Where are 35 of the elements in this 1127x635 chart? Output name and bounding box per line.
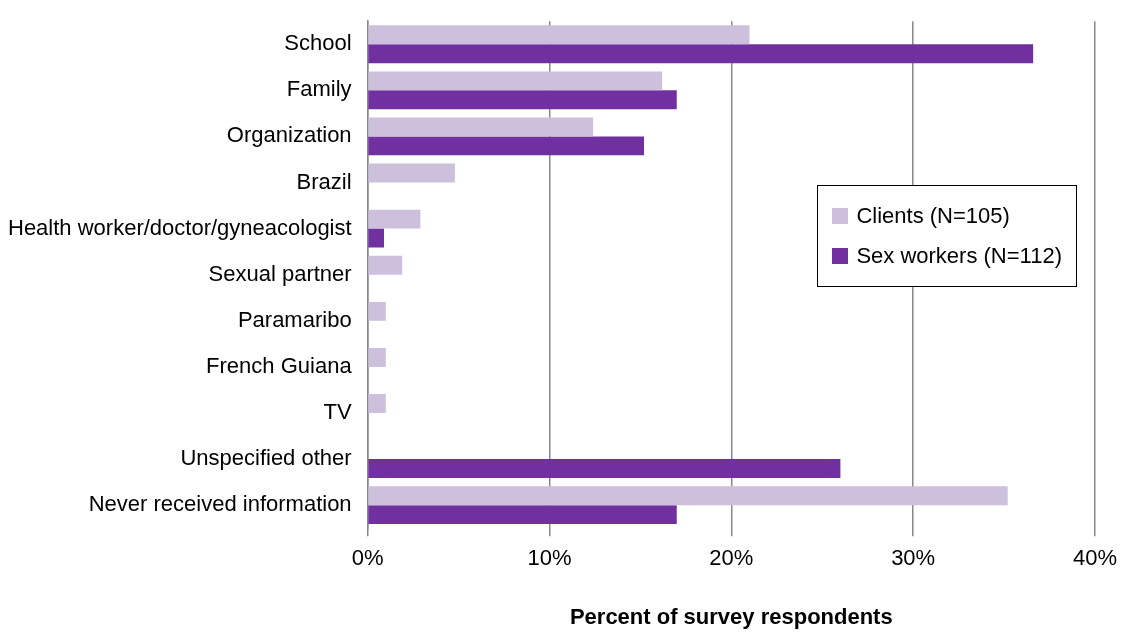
bar: [368, 347, 386, 367]
bar: [368, 136, 645, 156]
y-tick-label: French Guiana: [206, 352, 353, 378]
bar: [368, 228, 384, 248]
x-tick-label: 40%: [1072, 545, 1118, 571]
x-axis-title: Percent of survey respondents: [569, 603, 893, 629]
bar: [368, 394, 386, 413]
y-tick-label: Health worker/doctor/gyneacologist: [8, 214, 352, 240]
y-tick-label: Brazil: [296, 168, 352, 194]
y-tick-label: Organization: [226, 122, 352, 148]
bar: [368, 90, 677, 110]
bar: [368, 117, 594, 137]
y-tick-label: Paramaribo: [237, 306, 352, 332]
legend-label: Sex workers (N=112): [856, 242, 1062, 270]
bar: [368, 209, 421, 229]
y-tick-label: Unspecified other: [180, 445, 352, 471]
y-tick-label: Family: [286, 76, 352, 102]
x-tick-label: 0%: [351, 545, 384, 571]
bar: [368, 255, 403, 275]
x-tick-label: 20%: [709, 545, 754, 571]
bar: [368, 44, 1034, 64]
x-tick-label: 10%: [527, 545, 572, 571]
x-tick-label: 30%: [891, 545, 936, 571]
bar: [368, 301, 386, 321]
y-tick-label: Never received information: [88, 491, 352, 517]
y-tick-label: TV: [323, 399, 352, 425]
y-tick-label: Sexual partner: [208, 260, 352, 286]
bar: [368, 71, 663, 91]
bar: [368, 163, 455, 183]
legend-label: Clients (N=105): [856, 202, 1010, 230]
bar: [368, 486, 1008, 506]
y-tick-label: School: [284, 30, 352, 56]
bar: [368, 505, 677, 525]
bar: [368, 459, 841, 478]
bar: [368, 25, 750, 45]
